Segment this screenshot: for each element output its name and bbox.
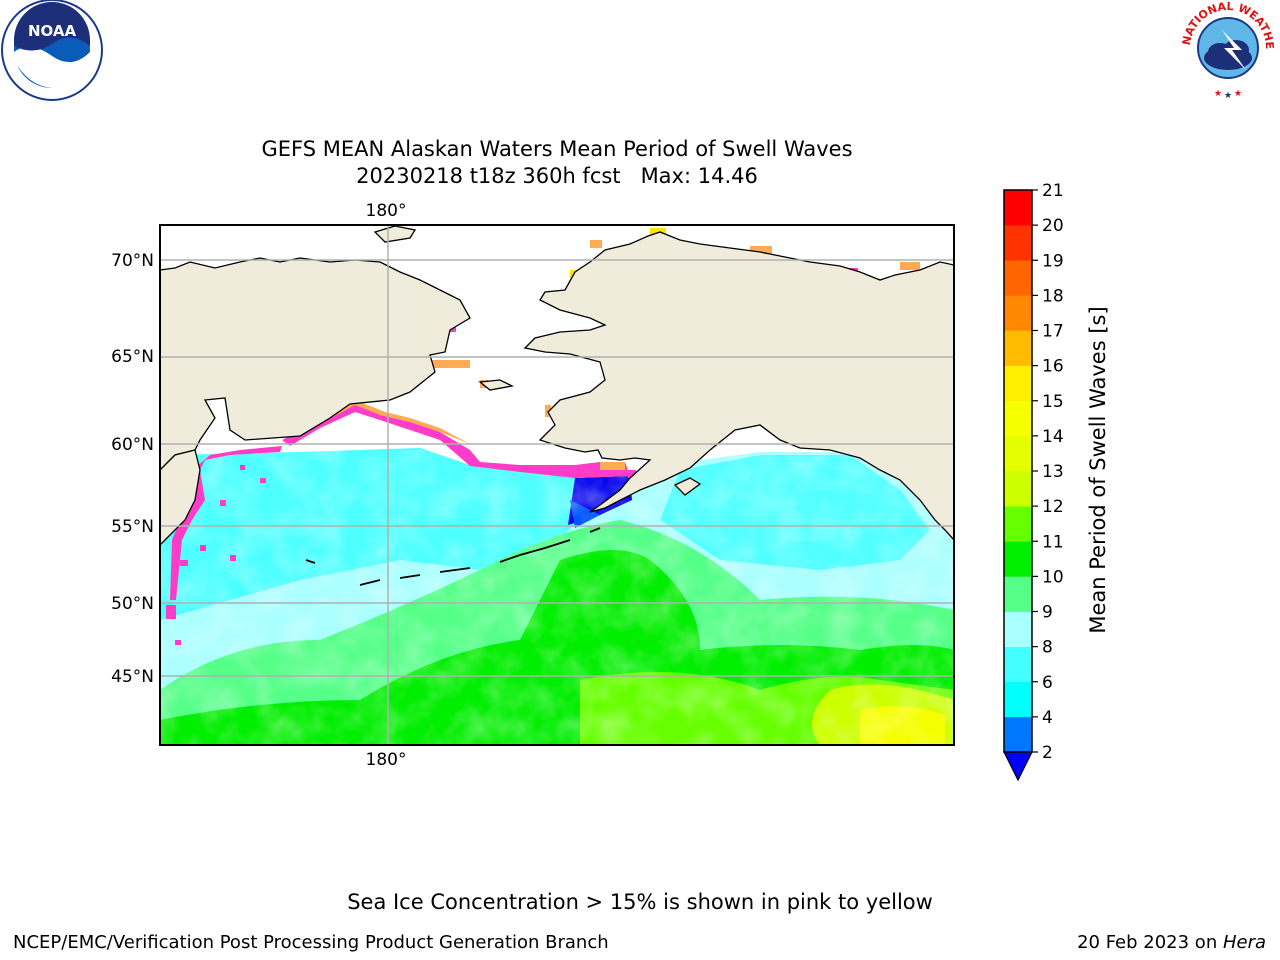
colorbar-bin-17-18 [1004,295,1032,331]
colorbar-tick-label-12: 12 [1042,497,1064,517]
colorbar-bin-2-4 [1004,716,1032,753]
lat-label-55: 55°N [111,517,154,537]
colorbar-bin-8-9 [1004,611,1032,647]
colorbar-bin-14-15 [1004,400,1032,437]
colorbar-bin-11-12 [1004,506,1032,542]
colorbar-tick-label-10: 10 [1042,567,1064,587]
colorbar: 2 4 6 8 9 10 11 12 13 14 15 16 17 18 19 20 21 [1003,181,1064,782]
footer-date: 20 Feb 2023 on Hera [1077,932,1266,953]
colorbar-tick-label-16: 16 [1042,357,1064,377]
lat-label-50: 50°N [111,594,154,614]
map-frame [159,224,955,746]
colorbar-tick-label-4: 4 [1042,708,1053,728]
graticule [160,225,954,745]
noaa-logo-text: NOAA [28,22,77,40]
colorbar-tick-label-19: 19 [1042,251,1064,271]
title-line-1: GEFS MEAN Alaskan Waters Mean Period of … [261,137,853,161]
chart-title: GEFS MEAN Alaskan Waters Mean Period of … [0,136,1114,190]
footer-host: Hera [1222,932,1266,953]
colorbar-bin-13-14 [1004,435,1032,472]
lat-label-60: 60°N [111,435,154,455]
colorbar-bin-18-19 [1004,260,1032,296]
lon-label-top: 180° [366,201,407,221]
colorbar-tick-label-8: 8 [1042,638,1053,658]
lat-label-45: 45°N [111,667,154,687]
colorbar-tick-label-2: 2 [1042,743,1053,763]
colorbar-bin-12-13 [1004,471,1032,507]
colorbar-tick-label-15: 15 [1042,392,1064,412]
svg-text:★: ★ [1214,89,1222,99]
colorbar-bin-4-6 [1004,681,1032,718]
land [160,225,954,546]
noaa-logo: NOAA [1,0,103,101]
colorbar-tick-label-17: 17 [1042,322,1064,342]
colorbar-label: Mean Period of Swell Waves [s] [1086,306,1110,634]
colorbar-bin-19-20 [1004,225,1032,261]
colorbar-bin-20-21 [1004,190,1032,226]
svg-text:★: ★ [1224,91,1232,101]
colorbar-bin-16-17 [1004,330,1032,366]
swell-field [160,448,954,745]
lat-label-70: 70°N [111,251,154,271]
colorbar-tick-label-18: 18 [1042,286,1064,306]
svg-text:★: ★ [1234,89,1242,99]
colorbar-under-triangle [1003,751,1033,782]
colorbar-bin-9-10 [1004,576,1032,612]
colorbar-tick-label-13: 13 [1042,462,1064,482]
nws-logo: NATIONAL WEATHER SERVICE ★ ★ ★ [1176,0,1276,101]
colorbar-tick-label-14: 14 [1042,427,1064,447]
colorbar-bin-15-16 [1004,365,1032,402]
colorbar-bin-6-8 [1004,646,1032,683]
title-line-2: 20230218 t18z 360h fcst Max: 14.46 [356,164,758,188]
colorbar-tick-label-6: 6 [1042,673,1053,693]
footer-date-text: 20 Feb 2023 on [1077,932,1223,953]
lon-label-bottom: 180° [366,750,407,770]
colorbar-tick-label-9: 9 [1042,603,1053,623]
lat-label-65: 65°N [111,347,154,367]
sea-ice-note: Sea Ice Concentration > 15% is shown in … [347,890,933,914]
aleutian-islands [305,527,601,586]
colorbar-tick-label-11: 11 [1042,532,1064,552]
footer-credit: NCEP/EMC/Verification Post Processing Pr… [13,932,609,953]
colorbar-tick-label-21: 21 [1042,181,1064,201]
colorbar-bin-10-11 [1004,541,1032,577]
colorbar-tick-label-20: 20 [1042,216,1064,236]
